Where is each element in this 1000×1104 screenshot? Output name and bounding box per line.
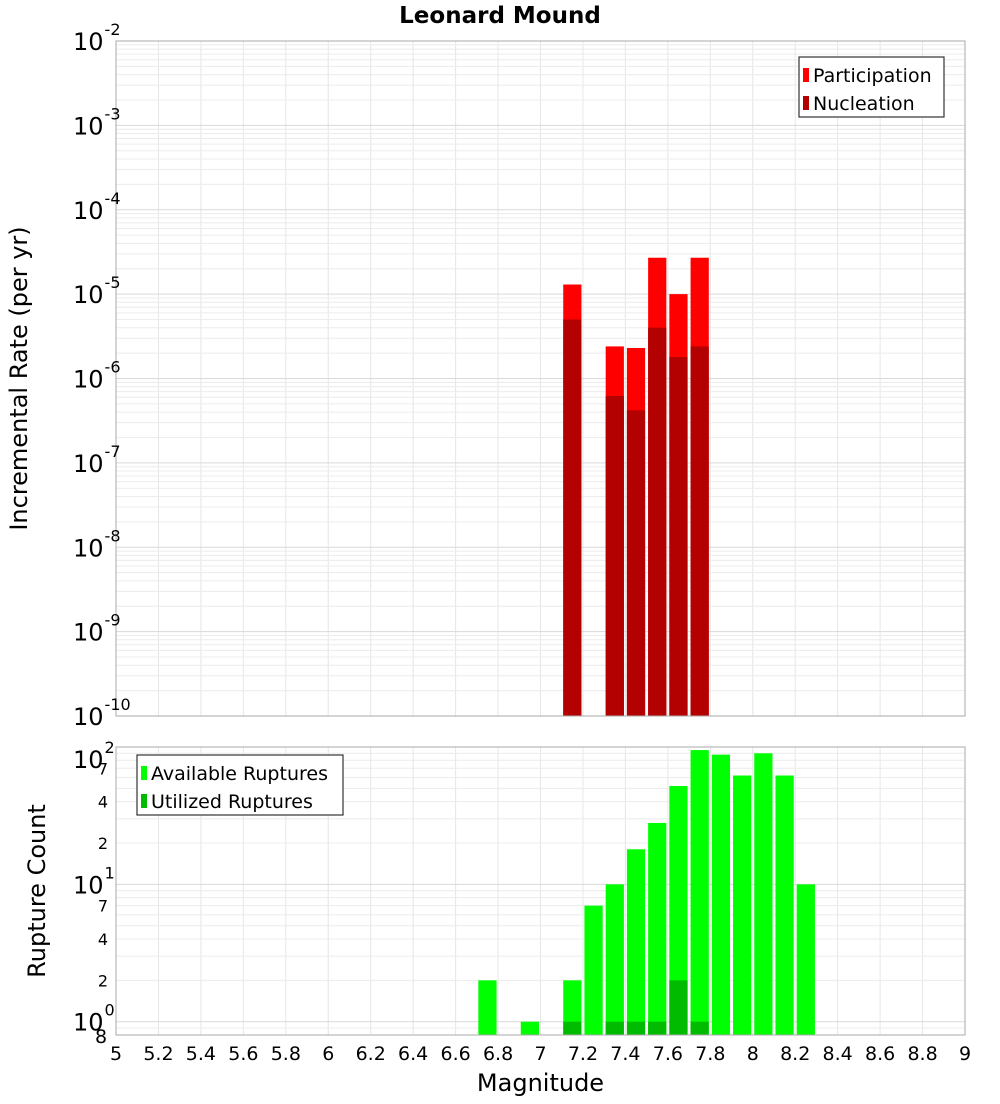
bottom-bar-utilized-ruptures [605, 1021, 624, 1035]
x-axis-label: Magnitude [477, 1069, 604, 1097]
bottom-y-minor-label: 2 [98, 971, 108, 990]
x-tick-label: 7.2 [568, 1043, 598, 1065]
bottom-bar-available-ruptures [520, 1021, 539, 1035]
x-tick-label: 8.8 [907, 1043, 937, 1065]
top-bar-nucleation [563, 319, 582, 716]
x-tick-label: 6 [322, 1043, 334, 1065]
x-tick-label: 8 [747, 1043, 759, 1065]
bottom-bar-utilized-ruptures [669, 980, 688, 1035]
x-tick-label: 5.4 [186, 1043, 216, 1065]
top-bar-nucleation [605, 396, 624, 716]
bottom-legend-label: Available Ruptures [151, 763, 328, 785]
top-legend-box [798, 56, 945, 118]
bottom-y-minor-label: 4 [98, 930, 108, 949]
bottom-legend-swatch [141, 794, 147, 808]
x-tick-label: 6.6 [440, 1043, 470, 1065]
bottom-y-minor-label: 4 [98, 793, 108, 812]
x-tick-label: 6.4 [398, 1043, 428, 1065]
bottom-bar-available-ruptures [754, 753, 773, 1035]
bottom-bar-available-ruptures [733, 775, 752, 1035]
top-legend-swatch [803, 96, 809, 110]
bottom-plot-frame [115, 746, 966, 1036]
top-bar-nucleation [690, 346, 709, 716]
top-bar-nucleation [648, 327, 667, 716]
top-plot-frame [115, 40, 966, 717]
top-bar-nucleation [626, 410, 646, 716]
bottom-bar-available-ruptures [584, 905, 603, 1035]
x-tick-label: 8.2 [780, 1043, 810, 1065]
x-tick-label: 6.2 [356, 1043, 386, 1065]
x-tick-label: 7.8 [695, 1043, 725, 1065]
bottom-bar-available-ruptures [669, 786, 688, 1035]
top-legend-swatch [803, 68, 809, 82]
x-tick-label: 5.8 [271, 1043, 301, 1065]
bottom-bar-available-ruptures [796, 884, 815, 1035]
bottom-bar-utilized-ruptures [563, 1021, 582, 1035]
bottom-bar-available-ruptures [563, 980, 582, 1035]
x-tick-label: 8.6 [865, 1043, 895, 1065]
bottom-bar-available-ruptures [690, 750, 709, 1035]
top-legend-label: Nucleation [813, 93, 915, 115]
x-tick-label: 7 [534, 1043, 546, 1065]
x-tick-label: 8.4 [823, 1043, 853, 1065]
x-tick-label: 6.8 [483, 1043, 513, 1065]
bottom-bar-utilized-ruptures [690, 1021, 709, 1035]
x-tick-label: 7.4 [610, 1043, 640, 1065]
bottom-bar-utilized-ruptures [626, 1021, 646, 1035]
bottom-y-axis-label: Rupture Count [23, 804, 51, 978]
bottom-legend-label: Utilized Ruptures [151, 791, 313, 813]
top-legend-label: Participation [813, 65, 932, 87]
top-y-axis-label: Incremental Rate (per yr) [5, 226, 33, 530]
x-tick-label: 9 [959, 1043, 971, 1065]
x-tick-label: 5 [110, 1043, 122, 1065]
x-tick-label: 5.2 [143, 1043, 173, 1065]
bottom-y-floor-label: 8 [95, 1026, 107, 1048]
bottom-bar-available-ruptures [648, 822, 667, 1035]
bottom-bar-available-ruptures [605, 884, 624, 1035]
bottom-bar-available-ruptures [626, 849, 646, 1035]
x-tick-label: 7.6 [653, 1043, 683, 1065]
bottom-bar-available-ruptures [711, 754, 731, 1035]
bottom-bar-available-ruptures [775, 775, 794, 1035]
bottom-y-minor-label: 7 [98, 759, 108, 778]
chart-title: Leonard Mound [399, 3, 601, 29]
top-bar-nucleation [669, 356, 688, 716]
bottom-bar-utilized-ruptures [648, 1021, 667, 1035]
bottom-y-minor-label: 7 [98, 897, 108, 916]
bottom-y-minor-label: 2 [98, 834, 108, 853]
bottom-bar-available-ruptures [478, 980, 497, 1035]
bottom-legend-swatch [141, 766, 147, 780]
x-tick-label: 5.6 [228, 1043, 258, 1065]
bottom-legend-box [136, 754, 344, 816]
